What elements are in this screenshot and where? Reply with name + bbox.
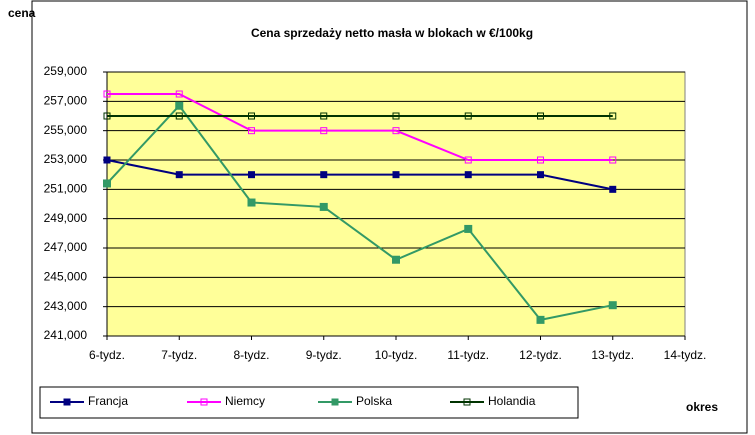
legend-label: Niemcy: [225, 394, 265, 408]
y-tick-label: 257,000: [44, 94, 88, 108]
y-tick-label: 247,000: [44, 240, 88, 254]
marker: [609, 185, 617, 193]
marker: [319, 202, 328, 211]
marker: [464, 171, 472, 179]
legend-label: Holandia: [488, 394, 536, 408]
marker: [464, 224, 473, 233]
marker: [103, 179, 111, 188]
legend-label: Francja: [88, 394, 128, 408]
series-line: [106, 104, 613, 321]
series-line: [106, 159, 613, 191]
marker: [248, 112, 255, 120]
marker: [103, 156, 111, 164]
marker: [175, 112, 183, 120]
legend-box: [39, 386, 579, 419]
series-line: [107, 93, 613, 161]
legend-marker: [463, 398, 471, 406]
x-tick-label: 13-tydz.: [591, 348, 634, 362]
marker: [392, 127, 400, 135]
marker: [103, 90, 111, 98]
marker: [248, 171, 255, 179]
x-tick-label: 11-tydz.: [447, 348, 489, 362]
marker: [464, 112, 472, 120]
y-axis-label: cena: [8, 6, 36, 20]
x-tick-label: 14-tydz.: [664, 348, 707, 362]
legend-label: Polska: [356, 394, 392, 408]
marker: [175, 90, 183, 98]
x-tick-label: 10-tydz.: [375, 348, 418, 362]
marker: [175, 171, 183, 179]
marker: [608, 301, 617, 310]
y-tick-label: 241,000: [44, 328, 88, 342]
marker: [536, 315, 545, 324]
marker: [609, 112, 617, 120]
y-tick-label: 249,000: [44, 211, 88, 225]
legend-marker: [200, 398, 208, 406]
marker: [175, 101, 184, 110]
marker: [103, 112, 111, 120]
x-axis-label: okres: [686, 400, 718, 414]
marker: [392, 255, 400, 264]
x-tick-label: 9-tydz.: [306, 348, 342, 362]
y-tick-label: 243,000: [44, 299, 88, 313]
marker: [320, 171, 328, 179]
plot-area: [106, 71, 686, 337]
x-tick-label: 8-tydz.: [233, 348, 269, 362]
marker: [464, 156, 472, 164]
chart-title: Cena sprzedaży netto masła w blokach w €…: [251, 26, 533, 40]
marker: [609, 156, 617, 164]
x-tick-label: 6-tydz.: [89, 348, 125, 362]
x-tick-label: 12-tydz.: [519, 348, 562, 362]
marker: [247, 198, 256, 207]
legend-marker: [63, 398, 71, 406]
marker: [320, 112, 328, 120]
y-tick-label: 259,000: [44, 64, 88, 78]
x-tick-label: 7-tydz.: [161, 348, 197, 362]
marker: [320, 127, 328, 135]
marker: [248, 127, 255, 135]
y-tick-label: 255,000: [44, 123, 88, 137]
marker: [537, 112, 544, 120]
y-tick-label: 251,000: [44, 182, 88, 196]
y-tick-label: 253,000: [44, 152, 88, 166]
marker: [392, 171, 400, 179]
legend-marker: [331, 398, 339, 406]
marker: [392, 112, 400, 120]
marker: [537, 171, 544, 179]
marker: [537, 156, 544, 164]
y-tick-label: 245,000: [44, 270, 88, 284]
